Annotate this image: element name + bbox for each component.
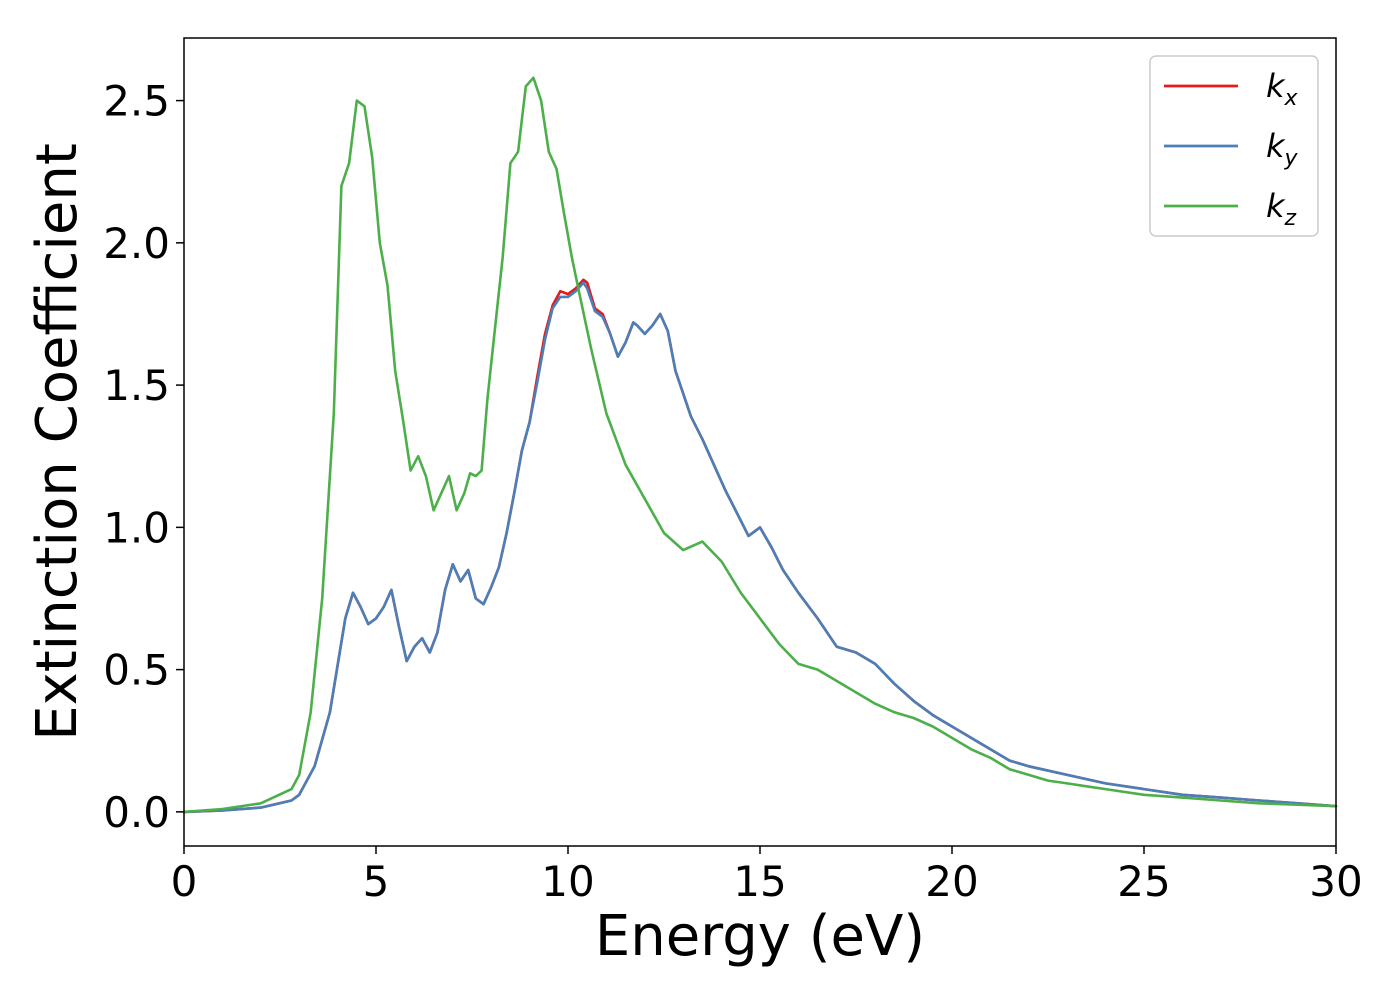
legend-items: kx ky kz [1164, 67, 1299, 231]
x-tick-label: 10 [541, 857, 594, 906]
x-tick-label: 0 [171, 857, 198, 906]
x-tick-label: 25 [1117, 857, 1170, 906]
y-tick-label: 1.5 [103, 361, 170, 410]
y-tick-label: 2.5 [103, 77, 170, 126]
legend-label-y: ky [1266, 127, 1299, 171]
legend: kx ky kz [1149, 55, 1319, 237]
x-tick-label: 20 [925, 857, 978, 906]
legend-label-x: kx [1266, 67, 1299, 111]
y-tick-label: 1.0 [103, 503, 170, 552]
x-tick-label: 15 [733, 857, 786, 906]
x-axis: 0 5 10 15 20 25 30 [171, 846, 1363, 906]
legend-label-z: kz [1266, 187, 1297, 231]
series-line-y [182, 281, 1338, 814]
x-tick-label: 30 [1309, 857, 1362, 906]
y-tick-label: 0.0 [103, 788, 170, 837]
y-axis-title: Extinction Coefficient [25, 143, 90, 741]
y-tick-label: 2.0 [103, 219, 170, 268]
series-line-z [182, 76, 1338, 814]
y-tick-label: 0.5 [103, 646, 170, 695]
x-axis-title: Energy (eV) [595, 904, 925, 969]
series-layer [182, 76, 1338, 814]
y-axis: 0.0 0.5 1.0 1.5 2.0 2.5 [103, 77, 184, 837]
x-tick-label: 5 [363, 857, 390, 906]
plot-area [184, 38, 1336, 846]
